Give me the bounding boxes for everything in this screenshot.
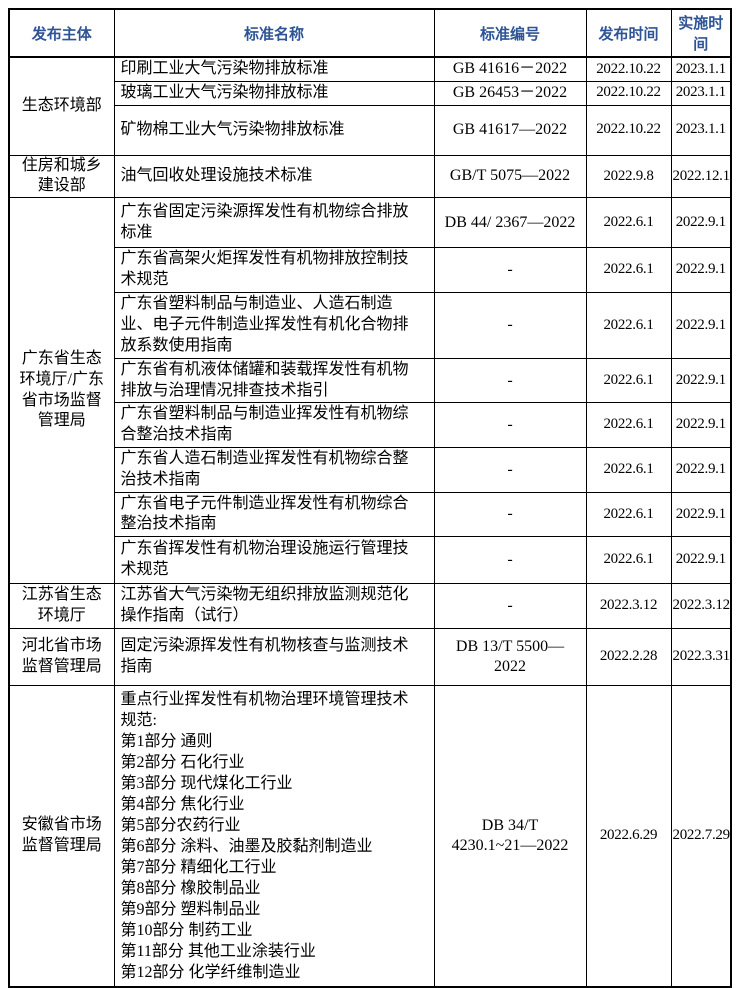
standard-code-cell: GB 41616－2022 <box>433 56 587 82</box>
standard-code-cell: - <box>433 291 587 359</box>
table-row: 河北省市场监督管理局 固定污染源挥发性有机物核查与监测技术指南 DB 13/T … <box>8 627 732 686</box>
publish-date-cell: 2022.6.1 <box>585 402 672 448</box>
table-header-row: 发布主体 标准名称 标准编号 发布时间 实施时间 <box>8 8 732 58</box>
publish-date-cell: 2022.6.1 <box>585 536 672 585</box>
publish-date-cell: 2022.6.1 <box>585 491 672 538</box>
table-row: 广东省人造石制造业挥发性有机物综合整治技术指南 - 2022.6.1 2022.… <box>9 446 732 493</box>
standard-name-cell: 广东省电子元件制造业挥发性有机物综合整治技术指南 <box>113 491 435 538</box>
header-publish-date: 发布时间 <box>585 8 672 58</box>
standard-code-cell: GB 26453－2022 <box>433 80 587 106</box>
standard-name-cell: 印刷工业大气污染物排放标准 <box>113 56 435 82</box>
table-row: 广东省生态环境厅/广东省市场监督管理局 广东省固定污染源挥发性有机物综合排放标准… <box>8 197 732 585</box>
standard-name-cell: 油气回收处理设施技术标准 <box>113 154 435 199</box>
standard-name-cell: 广东省人造石制造业挥发性有机物综合整治技术指南 <box>113 446 435 493</box>
standard-code-cell: GB/T 5075—2022 <box>433 154 587 199</box>
publisher-cell: 广东省生态环境厅/广东省市场监督管理局 <box>8 197 115 585</box>
publisher-cell: 住房和城乡建设部 <box>8 154 115 199</box>
standard-name-cell: 广东省挥发性有机物治理设施运行管理技术规范 <box>113 536 435 585</box>
table-row: 住房和城乡建设部 油气回收处理设施技术标准 GB/T 5075—2022 202… <box>8 154 732 199</box>
standard-code-cell: - <box>433 536 587 585</box>
standard-name-cell: 广东省有机液体储罐和装载挥发性有机物排放与治理情况排查技术指引 <box>113 357 435 404</box>
effective-date-cell: 2022.3.31 <box>670 627 732 686</box>
effective-date-cell: 2022.9.1 <box>670 197 732 249</box>
effective-date-cell: 2023.1.1 <box>670 104 732 156</box>
publish-date-cell: 2022.3.12 <box>585 583 672 629</box>
publish-date-cell: 2022.6.1 <box>585 291 672 359</box>
publish-date-cell: 2022.10.22 <box>585 56 672 82</box>
effective-date-cell: 2022.9.1 <box>670 357 732 404</box>
standard-name-cell: 固定污染源挥发性有机物核查与监测技术指南 <box>113 627 435 686</box>
effective-date-cell: 2022.7.29 <box>670 684 732 988</box>
table-row: 广东省塑料制品与制造业挥发性有机物综合整治技术指南 - 2022.6.1 202… <box>9 402 732 448</box>
publish-date-cell: 2022.2.28 <box>585 627 672 686</box>
effective-date-cell: 2022.12.1 <box>670 154 732 199</box>
standard-code-cell: - <box>433 357 587 404</box>
standard-code-cell: DB 34/T 4230.1~21—2022 <box>433 684 587 988</box>
effective-date-cell: 2022.9.1 <box>670 247 732 293</box>
publish-date-cell: 2022.9.8 <box>585 154 672 199</box>
header-publisher: 发布主体 <box>8 8 115 58</box>
effective-date-cell: 2022.9.1 <box>670 291 732 359</box>
table-row: 广东省电子元件制造业挥发性有机物综合整治技术指南 - 2022.6.1 2022… <box>9 491 732 538</box>
effective-date-cell: 2022.3.12 <box>670 583 732 629</box>
standard-name-cell: 重点行业挥发性有机物治理环境管理技术规范: 第1部分 通则 第2部分 石化行业 … <box>113 684 435 988</box>
table-row: 江苏省生态环境厅 江苏省大气污染物无组织排放监测规范化操作指南（试行） - 20… <box>8 583 732 629</box>
publish-date-cell: 2022.6.1 <box>585 357 672 404</box>
effective-date-cell: 2022.9.1 <box>670 402 732 448</box>
publish-date-cell: 2022.6.29 <box>585 684 672 988</box>
effective-date-cell: 2022.9.1 <box>670 446 732 493</box>
standard-name-cell: 矿物棉工业大气污染物排放标准 <box>113 104 435 156</box>
publish-date-cell: 2022.6.1 <box>585 446 672 493</box>
table-row: 广东省塑料制品与制造业、人造石制造业、电子元件制造业挥发性有机化合物排放系数使用… <box>9 291 732 359</box>
standard-code-cell: - <box>433 491 587 538</box>
standard-code-cell: DB 13/T 5500— 2022 <box>433 627 587 686</box>
standard-name-cell: 江苏省大气污染物无组织排放监测规范化操作指南（试行） <box>113 583 435 629</box>
publish-date-cell: 2022.6.1 <box>585 197 672 249</box>
standard-code-cell: GB 41617—2022 <box>433 104 587 156</box>
effective-date-cell: 2022.9.1 <box>670 536 732 585</box>
standard-code-cell: - <box>433 446 587 493</box>
standard-name-cell: 玻璃工业大气污染物排放标准 <box>113 80 435 106</box>
publisher-cell: 生态环境部 <box>8 56 115 156</box>
publisher-cell: 江苏省生态环境厅 <box>8 583 115 629</box>
standard-code-cell: DB 44/ 2367—2022 <box>433 197 587 249</box>
standard-name-cell: 广东省固定污染源挥发性有机物综合排放标准 <box>113 197 435 249</box>
effective-date-cell: 2023.1.1 <box>670 56 732 82</box>
publish-date-cell: 2022.6.1 <box>585 247 672 293</box>
table-row: 广东省高架火炬挥发性有机物排放控制技术规范 - 2022.6.1 2022.9.… <box>9 247 732 293</box>
table-row: 广东省挥发性有机物治理设施运行管理技术规范 - 2022.6.1 2022.9.… <box>9 536 732 585</box>
table-row: 安徽省市场监督管理局 重点行业挥发性有机物治理环境管理技术规范: 第1部分 通则… <box>8 684 732 988</box>
header-effective-date: 实施时间 <box>670 8 732 58</box>
publish-date-cell: 2022.10.22 <box>585 80 672 106</box>
publisher-cell: 安徽省市场监督管理局 <box>8 684 115 988</box>
standard-code-cell: - <box>433 583 587 629</box>
standard-code-cell: - <box>433 402 587 448</box>
effective-date-cell: 2022.9.1 <box>670 491 732 538</box>
table-row: 生态环境部 印刷工业大气污染物排放标准 GB 41616－2022 2022.1… <box>8 56 732 156</box>
standard-name-cell: 广东省塑料制品与制造业、人造石制造业、电子元件制造业挥发性有机化合物排放系数使用… <box>113 291 435 359</box>
header-standard-code: 标准编号 <box>433 8 587 58</box>
effective-date-cell: 2023.1.1 <box>670 80 732 106</box>
standard-name-cell: 广东省塑料制品与制造业挥发性有机物综合整治技术指南 <box>113 402 435 448</box>
standard-code-cell: - <box>433 247 587 293</box>
publisher-cell: 河北省市场监督管理局 <box>8 627 115 686</box>
standard-name-cell: 广东省高架火炬挥发性有机物排放控制技术规范 <box>113 247 435 293</box>
table-row: 广东省有机液体储罐和装载挥发性有机物排放与治理情况排查技术指引 - 2022.6… <box>9 357 732 404</box>
standards-table: 发布主体 标准名称 标准编号 发布时间 实施时间 生态环境部 印刷工业大气污染物… <box>8 8 732 988</box>
table-row: 玻璃工业大气污染物排放标准 GB 26453－2022 2022.10.22 2… <box>9 80 732 106</box>
publish-date-cell: 2022.10.22 <box>585 104 672 156</box>
table-row: 矿物棉工业大气污染物排放标准 GB 41617—2022 2022.10.22 … <box>9 104 732 156</box>
header-standard-name: 标准名称 <box>113 8 435 58</box>
